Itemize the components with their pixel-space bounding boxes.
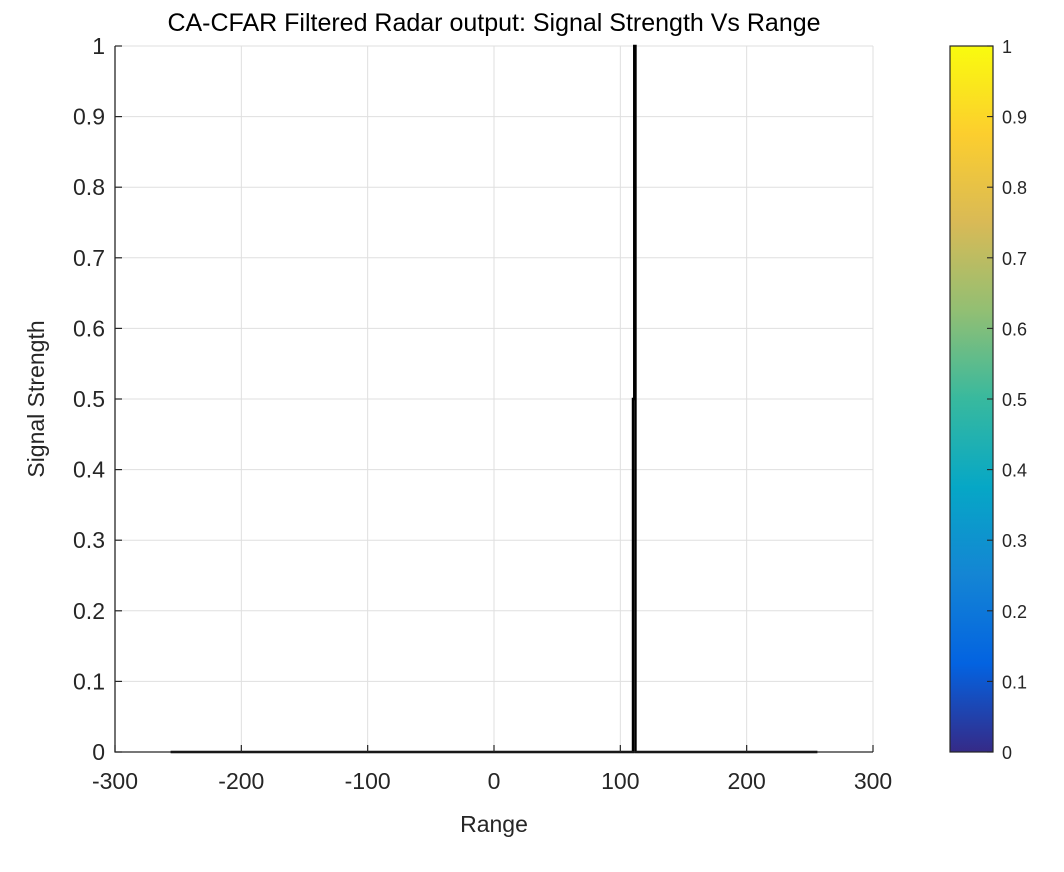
x-tick-label: -200 <box>218 768 264 794</box>
colorbar-tick-label: 0.1 <box>1002 672 1027 692</box>
y-axis-title: Signal Strength <box>23 320 49 477</box>
colorbar-tick-label: 0.9 <box>1002 108 1027 128</box>
colorbar-tick-label: 0.5 <box>1002 390 1027 410</box>
colorbar-tick-label: 1 <box>1002 37 1012 57</box>
x-axis-title: Range <box>460 811 528 837</box>
y-tick-label: 0.5 <box>73 386 105 412</box>
y-tick-label: 0.6 <box>73 315 105 341</box>
x-tick-label: 0 <box>488 768 501 794</box>
colorbar-tick-label: 0.2 <box>1002 602 1027 622</box>
gridlines <box>115 45 874 752</box>
colorbar-gradient <box>949 45 994 753</box>
x-tick-label: 200 <box>727 768 765 794</box>
colorbar: 0 0.1 0.2 0.3 0.4 0.5 0.6 0.7 0.8 0.9 1 <box>949 37 1027 763</box>
colorbar-tick-label: 0.7 <box>1002 249 1027 269</box>
colorbar-tick-label: 0.3 <box>1002 531 1027 551</box>
colorbar-tick-label: 0.4 <box>1002 461 1027 481</box>
y-tick-label: 0.1 <box>73 668 105 694</box>
colorbar-ticks: 0 0.1 0.2 0.3 0.4 0.5 0.6 0.7 0.8 0.9 1 <box>987 37 1027 763</box>
y-axis-ticks: 0 0.1 0.2 0.3 0.4 0.5 0.6 0.7 0.8 0.9 1 <box>73 33 122 765</box>
x-axis-ticks: -300 -200 -100 0 100 200 300 <box>92 745 892 794</box>
chart-title: CA-CFAR Filtered Radar output: Signal St… <box>167 9 820 37</box>
x-tick-label: 100 <box>601 768 639 794</box>
y-tick-label: 0.9 <box>73 104 105 130</box>
x-tick-label: -300 <box>92 768 138 794</box>
colorbar-tick-label: 0 <box>1002 743 1012 763</box>
y-tick-label: 0.2 <box>73 598 105 624</box>
y-tick-label: 0.7 <box>73 245 105 271</box>
y-tick-label: 0 <box>92 739 105 765</box>
y-tick-label: 1 <box>92 33 105 59</box>
y-tick-label: 0.3 <box>73 527 105 553</box>
colorbar-tick-label: 0.8 <box>1002 178 1027 198</box>
y-tick-label: 0.8 <box>73 174 105 200</box>
y-tick-label: 0.4 <box>73 457 105 483</box>
x-tick-label: -100 <box>345 768 391 794</box>
colorbar-tick-label: 0.6 <box>1002 319 1027 339</box>
x-tick-label: 300 <box>854 768 892 794</box>
